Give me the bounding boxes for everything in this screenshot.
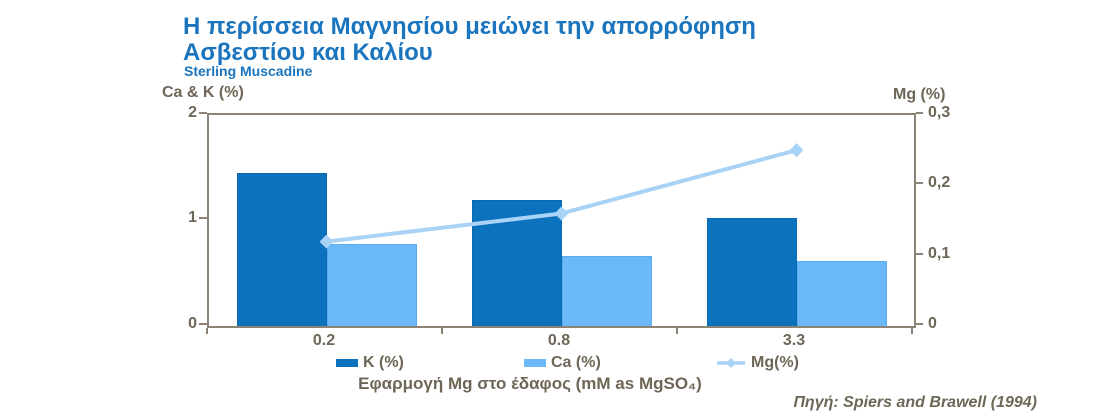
x-axis-label: Εφαρμογή Mg στο έδαφος (mM as MgSO₄) xyxy=(358,374,702,393)
left-axis-tickmark xyxy=(199,323,207,325)
bar-k-3.3 xyxy=(706,218,797,326)
legend-label-ca: Ca (%) xyxy=(551,354,601,371)
right-axis-tickmark xyxy=(916,182,923,184)
right-tick-02: 0,2 xyxy=(928,174,951,191)
legend-item-k: K (%) xyxy=(336,354,404,372)
source-citation: Πηγή: Spiers and Brawell (1994) xyxy=(793,394,1037,411)
mg-marker-diamond xyxy=(554,206,569,221)
bar-ca-0.8 xyxy=(561,256,652,326)
right-axis-title: Mg (%) xyxy=(893,86,946,103)
chart-subtitle: Sterling Muscadine xyxy=(184,63,313,79)
legend-label-k: K (%) xyxy=(363,354,404,371)
right-tick-0: 0 xyxy=(928,315,937,332)
mg-line xyxy=(324,148,799,244)
left-axis-tickmark xyxy=(199,112,207,114)
mg-marker-diamond xyxy=(319,234,334,249)
bar-k-0.2 xyxy=(236,173,327,326)
x-category-label: 0.8 xyxy=(547,332,571,349)
left-tick-2: 2 xyxy=(188,104,197,121)
left-axis-title: Ca & K (%) xyxy=(162,84,244,101)
k-series-swatch xyxy=(336,359,358,367)
chart-title-line2: Ασβεστίου και Καλίου xyxy=(183,39,433,66)
legend-label-mg: Mg(%) xyxy=(751,354,799,371)
x-axis-tickmark xyxy=(206,328,208,334)
legend-item-ca: Ca (%) xyxy=(524,354,601,372)
left-tick-1: 1 xyxy=(188,209,197,226)
mg-series-swatch xyxy=(717,358,745,368)
x-category-label: 0.2 xyxy=(312,332,336,349)
bar-ca-0.2 xyxy=(326,243,417,326)
x-axis-tickmark xyxy=(911,328,913,334)
chart-title-line1: Η περίσσεια Μαγνησίου μειώνει την απορρό… xyxy=(183,13,756,40)
left-axis-tickmark xyxy=(199,217,207,219)
x-axis-tickmark xyxy=(676,328,678,334)
legend-item-mg: Mg(%) xyxy=(716,354,799,372)
bar-ca-3.3 xyxy=(796,260,887,326)
x-axis-tickmark xyxy=(441,328,443,334)
left-tick-0: 0 xyxy=(188,315,197,332)
mg-line-layer xyxy=(319,143,804,249)
ca-series-swatch xyxy=(524,359,546,367)
bar-k-0.8 xyxy=(471,200,562,326)
x-category-label: 3.3 xyxy=(782,332,806,349)
plot-area xyxy=(207,113,916,328)
right-tick-03: 0,3 xyxy=(928,104,951,121)
right-axis-tickmark xyxy=(916,323,923,325)
right-axis-tickmark xyxy=(916,253,923,255)
right-axis-tickmark xyxy=(916,112,923,114)
mg-marker-diamond xyxy=(789,143,804,158)
right-tick-01: 0,1 xyxy=(928,245,951,262)
bars-layer xyxy=(209,115,914,326)
chart-title: Η περίσσεια Μαγνησίου μειώνει την απορρό… xyxy=(183,14,903,66)
